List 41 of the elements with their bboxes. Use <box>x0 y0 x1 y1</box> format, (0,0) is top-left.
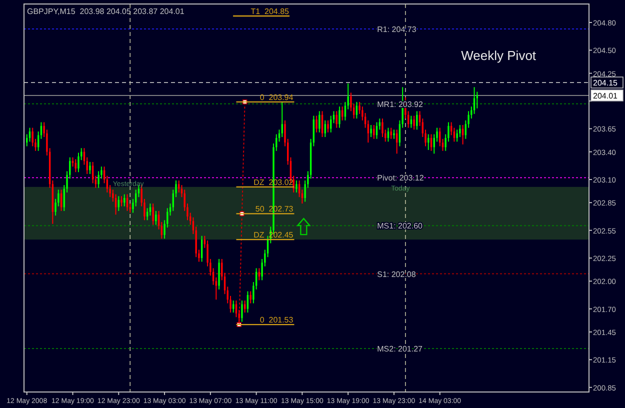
candlestick <box>250 290 252 304</box>
candlestick <box>178 180 180 193</box>
ref-line-label: 204.15 <box>593 78 618 88</box>
candlestick <box>373 124 375 140</box>
candlestick <box>459 124 461 138</box>
annotation: T1 204.85 <box>250 7 290 16</box>
candlestick <box>338 106 340 128</box>
annotation: 0 201.53 <box>260 316 294 325</box>
ref-line-label: 204.01 <box>593 91 618 100</box>
candlestick <box>296 180 298 193</box>
candlestick <box>318 110 320 133</box>
candlestick <box>370 124 372 138</box>
candlestick <box>416 110 418 130</box>
candlestick <box>78 152 80 173</box>
ref-line-label: R1: 204.73 <box>377 24 417 34</box>
annotation: 0 203.94 <box>260 92 294 102</box>
candlestick <box>152 203 154 226</box>
ref-line-label: Pivot: 203.12 <box>377 174 424 183</box>
candlestick <box>413 115 415 130</box>
ref-line-label: MS2: 201.27 <box>377 344 424 354</box>
chart-title: GBPJPY,M15 203.98 204.05 203.87 204.01 <box>27 7 185 16</box>
candlestick <box>218 258 220 290</box>
candlestick <box>120 196 122 207</box>
candlestick <box>456 129 458 142</box>
candlestick <box>393 129 395 140</box>
candlestick <box>155 210 157 226</box>
candlestick <box>428 134 430 150</box>
ref-line-label: MS1: 202.60 <box>377 222 424 231</box>
annotation: Weekly Pivot <box>461 48 536 63</box>
candlestick <box>149 203 152 216</box>
candlestick <box>241 300 243 322</box>
candlestick <box>382 118 384 138</box>
candlestick <box>98 170 100 188</box>
ref-line-label: S1: 202.08 <box>377 270 416 279</box>
candlestick <box>89 161 91 174</box>
candlestick <box>232 300 234 314</box>
candlestick <box>316 115 318 133</box>
candlestick <box>327 120 329 133</box>
candlestick <box>32 127 34 147</box>
candlestick <box>390 127 392 140</box>
candlestick <box>244 300 246 314</box>
